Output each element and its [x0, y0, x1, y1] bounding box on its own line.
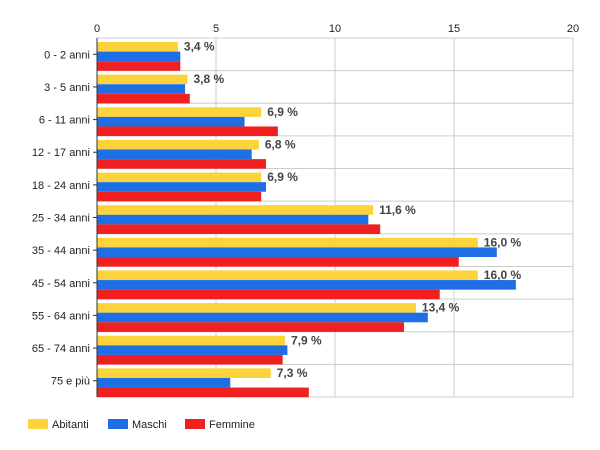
bar-femmine [97, 191, 262, 202]
data-label: 7,3 % [277, 366, 308, 380]
legend-swatch [28, 419, 48, 429]
data-label: 6,9 % [267, 105, 298, 119]
bar-maschi [97, 247, 497, 258]
bar-maschi [97, 280, 516, 290]
bar-maschi [97, 182, 266, 192]
category-label: 55 - 64 anni [32, 310, 90, 322]
data-label: 3,4 % [184, 40, 215, 54]
category-label: 65 - 74 anni [32, 343, 90, 355]
bar-abitanti [97, 237, 478, 248]
category-label: 75 e più [51, 376, 90, 388]
bar-abitanti [97, 270, 478, 281]
x-tick-label: 5 [213, 23, 219, 35]
data-label: 6,9 % [267, 170, 298, 184]
bar-abitanti [97, 139, 259, 150]
category-label: 0 - 2 anni [44, 49, 90, 61]
category-label: 6 - 11 anni [39, 115, 90, 127]
bar-maschi [97, 214, 369, 225]
data-label: 13,4 % [422, 301, 460, 315]
category-label: 45 - 54 anni [32, 278, 90, 290]
bar-femmine [97, 224, 381, 234]
bar-maschi [97, 149, 252, 160]
bar-maschi [97, 84, 186, 94]
bar-abitanti [97, 335, 286, 346]
bar-maschi [97, 312, 428, 323]
bar-abitanti [97, 74, 188, 85]
x-tick-label: 10 [329, 23, 341, 35]
bar-abitanti [97, 172, 262, 183]
bar-maschi [97, 377, 231, 388]
bar-femmine [97, 126, 278, 137]
data-label: 16,0 % [484, 268, 522, 282]
legend-swatch [185, 419, 205, 429]
bar-femmine [97, 93, 190, 104]
data-label: 6,8 % [265, 138, 296, 152]
bar-femmine [97, 159, 266, 169]
x-tick-label: 20 [567, 23, 579, 35]
legend-label: Maschi [132, 419, 167, 431]
category-label: 35 - 44 anni [32, 245, 90, 257]
legend-label: Femmine [209, 419, 255, 431]
x-tick-label: 0 [94, 23, 100, 35]
x-tick-label: 15 [448, 23, 460, 35]
bar-abitanti [97, 303, 416, 313]
legend-swatch [108, 419, 128, 429]
bar-maschi [97, 51, 181, 62]
bar-femmine [97, 61, 181, 71]
category-label: 3 - 5 anni [44, 82, 90, 94]
bar-maschi [97, 116, 245, 127]
bar-abitanti [97, 368, 271, 378]
data-label: 3,8 % [193, 72, 224, 86]
bar-femmine [97, 257, 459, 267]
category-label: 18 - 24 anni [32, 180, 90, 192]
data-label: 11,6 % [379, 203, 416, 217]
bar-abitanti [97, 42, 178, 52]
bar-maschi [97, 345, 288, 355]
category-label: 12 - 17 anni [32, 147, 90, 159]
data-label: 16,0 % [484, 235, 522, 249]
bar-femmine [97, 322, 405, 332]
bar-femmine [97, 354, 283, 365]
bar-abitanti [97, 205, 374, 215]
category-label: 25 - 34 anni [32, 213, 90, 225]
bar-femmine [97, 289, 440, 300]
bar-femmine [97, 387, 309, 398]
legend-label: Abitanti [52, 419, 89, 431]
data-label: 7,9 % [291, 333, 322, 347]
bar-abitanti [97, 107, 262, 117]
